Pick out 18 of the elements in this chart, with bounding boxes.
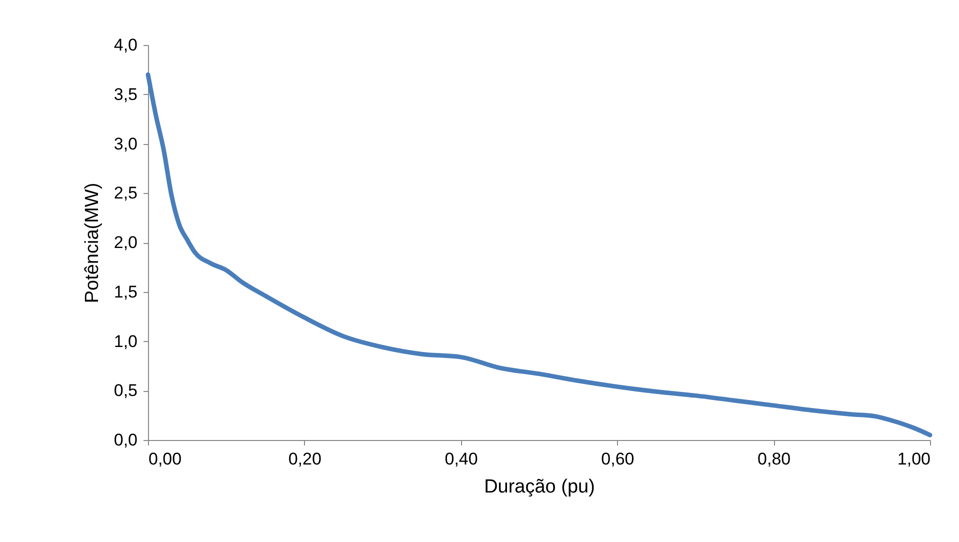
x-tick-label: 0,80 [758, 450, 791, 468]
x-tick-label: 0,00 [148, 450, 182, 468]
line-series [146, 72, 932, 438]
x-tick-label: 1,00 [897, 450, 930, 468]
y-tick-label: 1,0 [114, 332, 138, 351]
y-tick-label: 3,5 [114, 84, 138, 104]
y-tick-label: 0,5 [114, 381, 138, 400]
x-tick-label: 0,20 [288, 450, 322, 468]
y-tick-label: 4,0 [114, 36, 138, 54]
y-axis-title: Potência(MW) [82, 182, 103, 304]
y-tick-label: 2,0 [114, 233, 138, 252]
y-tick-label: 0,0 [114, 430, 138, 450]
y-tick-label: 2,5 [114, 184, 138, 203]
y-tick-label: 1,5 [114, 282, 138, 302]
x-axis-title: Duração (pu) [484, 476, 595, 498]
x-tick-label: 0,60 [601, 450, 634, 468]
y-tick-label: 3,0 [114, 134, 138, 154]
x-tick-label: 0,40 [444, 450, 478, 468]
